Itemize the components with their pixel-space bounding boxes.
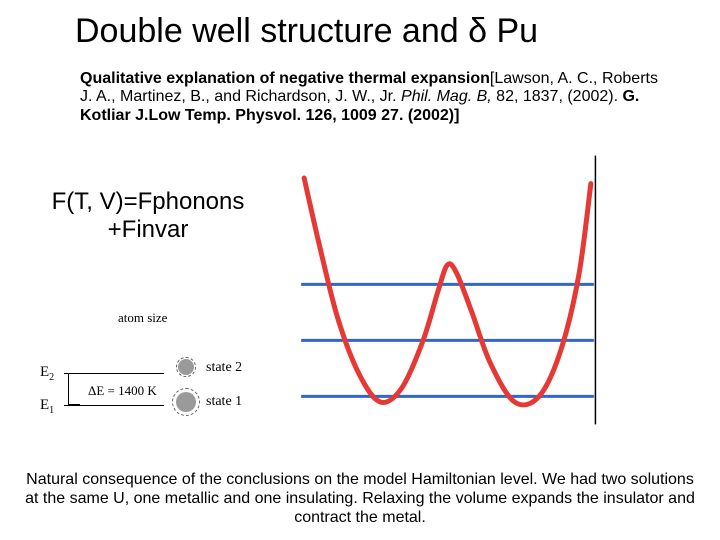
conclusion-text: Natural consequence of the conclusions o… bbox=[18, 470, 702, 528]
slide-title: Double well structure and δ Pu bbox=[75, 12, 538, 51]
atom-state1-fill bbox=[176, 392, 196, 412]
formula-line2: +Finvar bbox=[108, 216, 189, 243]
well-potential-curve bbox=[304, 178, 591, 405]
atom-size-label: atom size bbox=[118, 310, 167, 326]
level-line-1 bbox=[64, 405, 164, 406]
citation-block: Qualitative explanation of negative ther… bbox=[80, 70, 670, 125]
citation-lead: Qualitative explanation of negative ther… bbox=[80, 70, 490, 87]
deltaE-bracket bbox=[68, 373, 80, 405]
formula-line1: F(T, V)=Fphonons bbox=[52, 188, 245, 215]
E2-label: E2 bbox=[40, 364, 54, 383]
double-well-plot bbox=[295, 150, 600, 430]
state1-label: state 1 bbox=[206, 394, 242, 410]
E1-label: E1 bbox=[40, 397, 54, 416]
atom-state2-fill bbox=[178, 359, 194, 375]
state2-label: state 2 bbox=[206, 360, 242, 376]
free-energy-formula: F(T, V)=Fphonons +Finvar bbox=[32, 188, 264, 243]
deltaE-label: ΔE = 1400 K bbox=[88, 383, 157, 399]
energy-level-diagram: atom size E2 E1 ΔE = 1400 K state 2 stat… bbox=[20, 310, 280, 440]
